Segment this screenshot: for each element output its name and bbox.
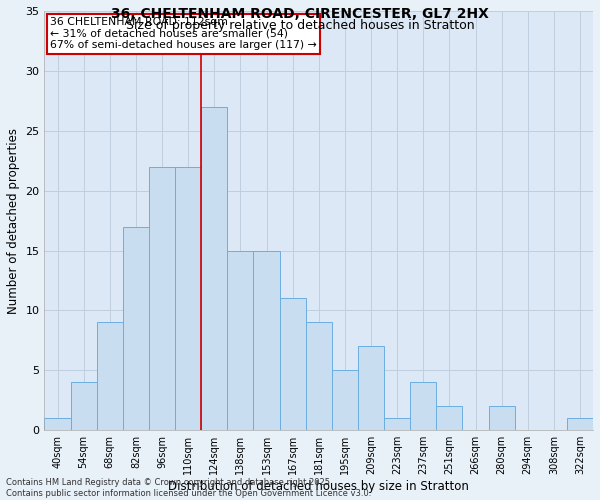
Text: Size of property relative to detached houses in Stratton: Size of property relative to detached ho… xyxy=(125,18,475,32)
Text: 36, CHELTENHAM ROAD, CIRENCESTER, GL7 2HX: 36, CHELTENHAM ROAD, CIRENCESTER, GL7 2H… xyxy=(111,8,489,22)
Bar xyxy=(201,107,227,430)
Bar xyxy=(227,250,253,430)
Y-axis label: Number of detached properties: Number of detached properties xyxy=(7,128,20,314)
Bar xyxy=(253,250,280,430)
Bar xyxy=(44,418,71,430)
Bar xyxy=(358,346,384,430)
Bar xyxy=(332,370,358,430)
Text: Contains HM Land Registry data © Crown copyright and database right 2025.
Contai: Contains HM Land Registry data © Crown c… xyxy=(6,478,371,498)
Bar xyxy=(123,226,149,430)
Bar xyxy=(71,382,97,430)
Bar xyxy=(97,322,123,430)
Bar xyxy=(306,322,332,430)
Bar xyxy=(488,406,515,430)
Bar xyxy=(175,166,201,430)
Bar xyxy=(149,166,175,430)
Bar xyxy=(384,418,410,430)
Bar xyxy=(280,298,306,430)
Bar xyxy=(410,382,436,430)
Bar xyxy=(436,406,463,430)
Text: 36 CHELTENHAM ROAD: 112sqm
← 31% of detached houses are smaller (54)
67% of semi: 36 CHELTENHAM ROAD: 112sqm ← 31% of deta… xyxy=(50,17,317,50)
Bar xyxy=(567,418,593,430)
X-axis label: Distribution of detached houses by size in Stratton: Distribution of detached houses by size … xyxy=(169,480,469,493)
